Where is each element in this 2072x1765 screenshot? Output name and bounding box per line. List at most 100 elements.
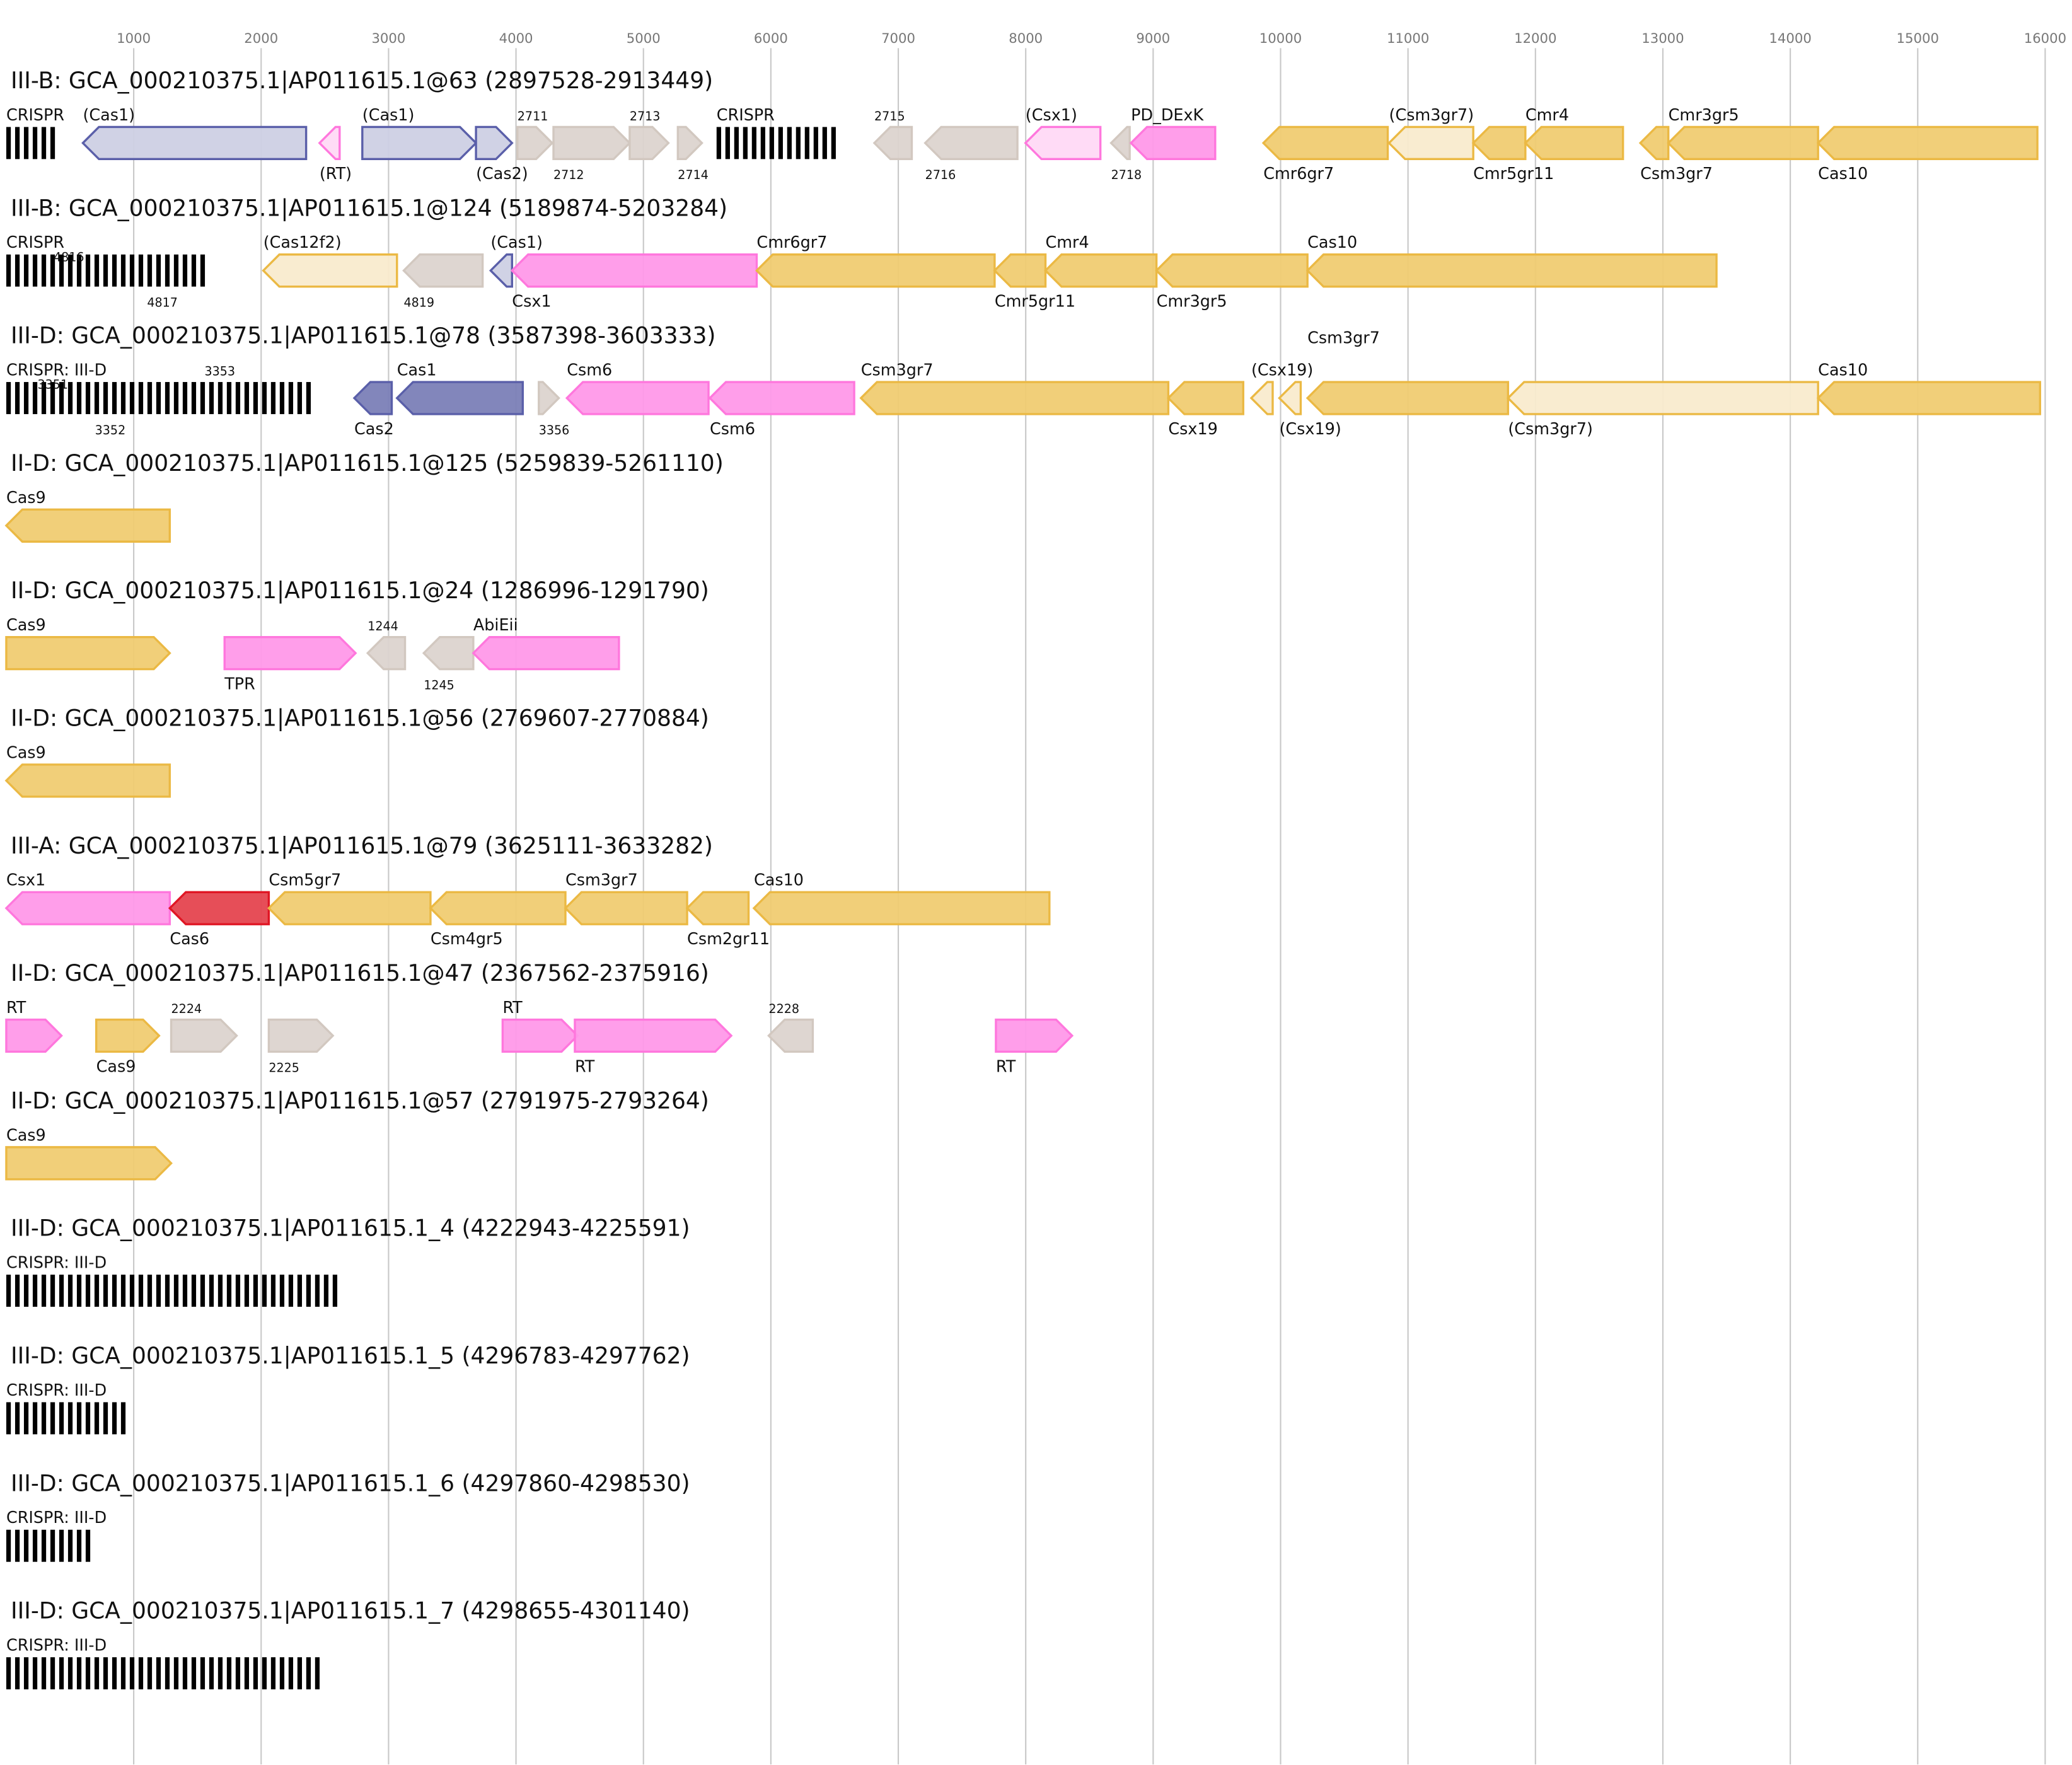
gene-arrow[interactable]: [1167, 381, 1244, 415]
gene-arrow[interactable]: [1024, 125, 1102, 161]
gene-arrow[interactable]: [1249, 381, 1274, 415]
gene-arrow[interactable]: [489, 253, 514, 288]
gene-arrow[interactable]: [538, 381, 560, 415]
gene-arrow[interactable]: [767, 1018, 814, 1053]
gene-arrow[interactable]: [552, 125, 632, 161]
gene-arrow[interactable]: [262, 253, 398, 288]
gene-label: 2714: [678, 168, 709, 182]
gene-arrow[interactable]: [472, 635, 620, 671]
gene-arrow[interactable]: [422, 635, 475, 671]
gene-arrow[interactable]: [81, 125, 308, 161]
gene-label: Cas9: [6, 488, 46, 507]
gene-arrow[interactable]: [1305, 253, 1718, 288]
gene-arrow[interactable]: [267, 891, 432, 925]
gene-arrow[interactable]: [628, 125, 670, 161]
gene-arrow[interactable]: [366, 635, 407, 671]
gene-arrow[interactable]: [1638, 125, 1670, 161]
gene-arrow[interactable]: [475, 125, 514, 161]
gene-label: 2224: [171, 1002, 202, 1016]
gene-arrow[interactable]: [4, 508, 171, 543]
gene-arrow[interactable]: [402, 253, 484, 288]
gene-arrow[interactable]: [170, 1018, 238, 1053]
gene-arrow[interactable]: [1387, 125, 1474, 161]
gene-arrow[interactable]: [510, 253, 758, 288]
gene-arrow[interactable]: [574, 1018, 733, 1053]
gene-arrow[interactable]: [1044, 253, 1158, 288]
gene-arrow[interactable]: [1109, 125, 1131, 161]
gene-arrow[interactable]: [1278, 381, 1302, 415]
crispr-repeat: [173, 1275, 179, 1307]
crispr-array[interactable]: [6, 382, 311, 414]
crispr-repeat: [297, 1657, 303, 1689]
gene-arrow[interactable]: [1524, 125, 1624, 161]
gene-arrow[interactable]: [1506, 381, 1819, 415]
gene-arrow[interactable]: [267, 1018, 335, 1053]
gene-arrow[interactable]: [429, 891, 567, 925]
gene-arrow[interactable]: [516, 125, 554, 161]
crispr-array[interactable]: [716, 127, 836, 159]
crispr-repeat: [813, 127, 818, 159]
gene-arrow[interactable]: [708, 381, 855, 415]
gene-label: Cmr3gr5: [1157, 291, 1227, 310]
gene-label: 3353: [205, 364, 236, 378]
crispr-repeat: [14, 1275, 20, 1307]
gene-arrow[interactable]: [223, 635, 357, 671]
crispr-array[interactable]: [6, 1402, 126, 1435]
gene-arrow[interactable]: [859, 381, 1170, 415]
crispr-repeat: [769, 127, 774, 159]
gene-arrow[interactable]: [993, 253, 1047, 288]
locus-row: III-D: GCA_000210375.1|AP011615.1_4 (422…: [6, 1216, 690, 1307]
gene-arrow[interactable]: [872, 125, 913, 161]
gene-arrow[interactable]: [1129, 125, 1217, 161]
gene-arrow[interactable]: [95, 1018, 161, 1053]
gene-label: (Cas1): [490, 233, 543, 252]
gene-arrow[interactable]: [1261, 125, 1389, 161]
crispr-repeat: [6, 382, 11, 414]
gene-arrow[interactable]: [755, 253, 996, 288]
gene-arrow[interactable]: [995, 1018, 1074, 1053]
gene-arrow[interactable]: [5, 1146, 173, 1181]
gene-arrow[interactable]: [4, 891, 171, 925]
locus-title: III-D: GCA_000210375.1|AP011615.1_7 (429…: [11, 1599, 690, 1624]
gene-arrow[interactable]: [565, 381, 710, 415]
crispr-repeat: [50, 127, 55, 159]
gene-arrow[interactable]: [1305, 381, 1510, 415]
gene-arrow[interactable]: [676, 125, 703, 161]
crispr-array[interactable]: [6, 127, 55, 159]
gene-arrow[interactable]: [1471, 125, 1527, 161]
locus-row: III-A: GCA_000210375.1|AP011615.1@79 (36…: [4, 833, 1051, 948]
gene-arrow[interactable]: [752, 891, 1051, 925]
gene-arrow[interactable]: [1816, 381, 2042, 415]
crispr-repeat: [253, 382, 258, 414]
gene-arrow[interactable]: [1816, 125, 2039, 161]
gene-label: Csx19: [1168, 419, 1217, 438]
gene-arrow[interactable]: [361, 125, 478, 161]
crispr-repeat: [94, 1402, 100, 1435]
crispr-repeat: [244, 382, 250, 414]
gene-arrow[interactable]: [4, 763, 171, 798]
gene-arrow[interactable]: [318, 125, 341, 161]
crispr-repeat: [262, 1657, 267, 1689]
gene-label: (Cas12f2): [263, 233, 342, 252]
crispr-repeat: [235, 1275, 241, 1307]
crispr-array[interactable]: [6, 1529, 91, 1562]
gene-arrow[interactable]: [352, 381, 393, 415]
gene-arrow[interactable]: [564, 891, 688, 925]
gene-arrow[interactable]: [5, 1018, 63, 1053]
crispr-repeat: [59, 382, 64, 414]
gene-arrow[interactable]: [1667, 125, 1819, 161]
crispr-repeat: [112, 1275, 117, 1307]
gene-arrow[interactable]: [395, 381, 524, 415]
crispr-repeat: [315, 1657, 320, 1689]
crispr-repeat: [279, 1275, 285, 1307]
crispr-array[interactable]: [6, 1275, 338, 1307]
crispr-repeat: [94, 1275, 100, 1307]
gene-arrow[interactable]: [5, 635, 171, 671]
gene-arrow[interactable]: [685, 891, 750, 925]
gene-arrow[interactable]: [923, 125, 1019, 161]
gene-arrow[interactable]: [501, 1018, 579, 1053]
gene-arrow[interactable]: [168, 891, 270, 925]
crispr-array[interactable]: [6, 1657, 320, 1689]
gene-arrow[interactable]: [1155, 253, 1309, 288]
crispr-array[interactable]: [6, 254, 205, 287]
